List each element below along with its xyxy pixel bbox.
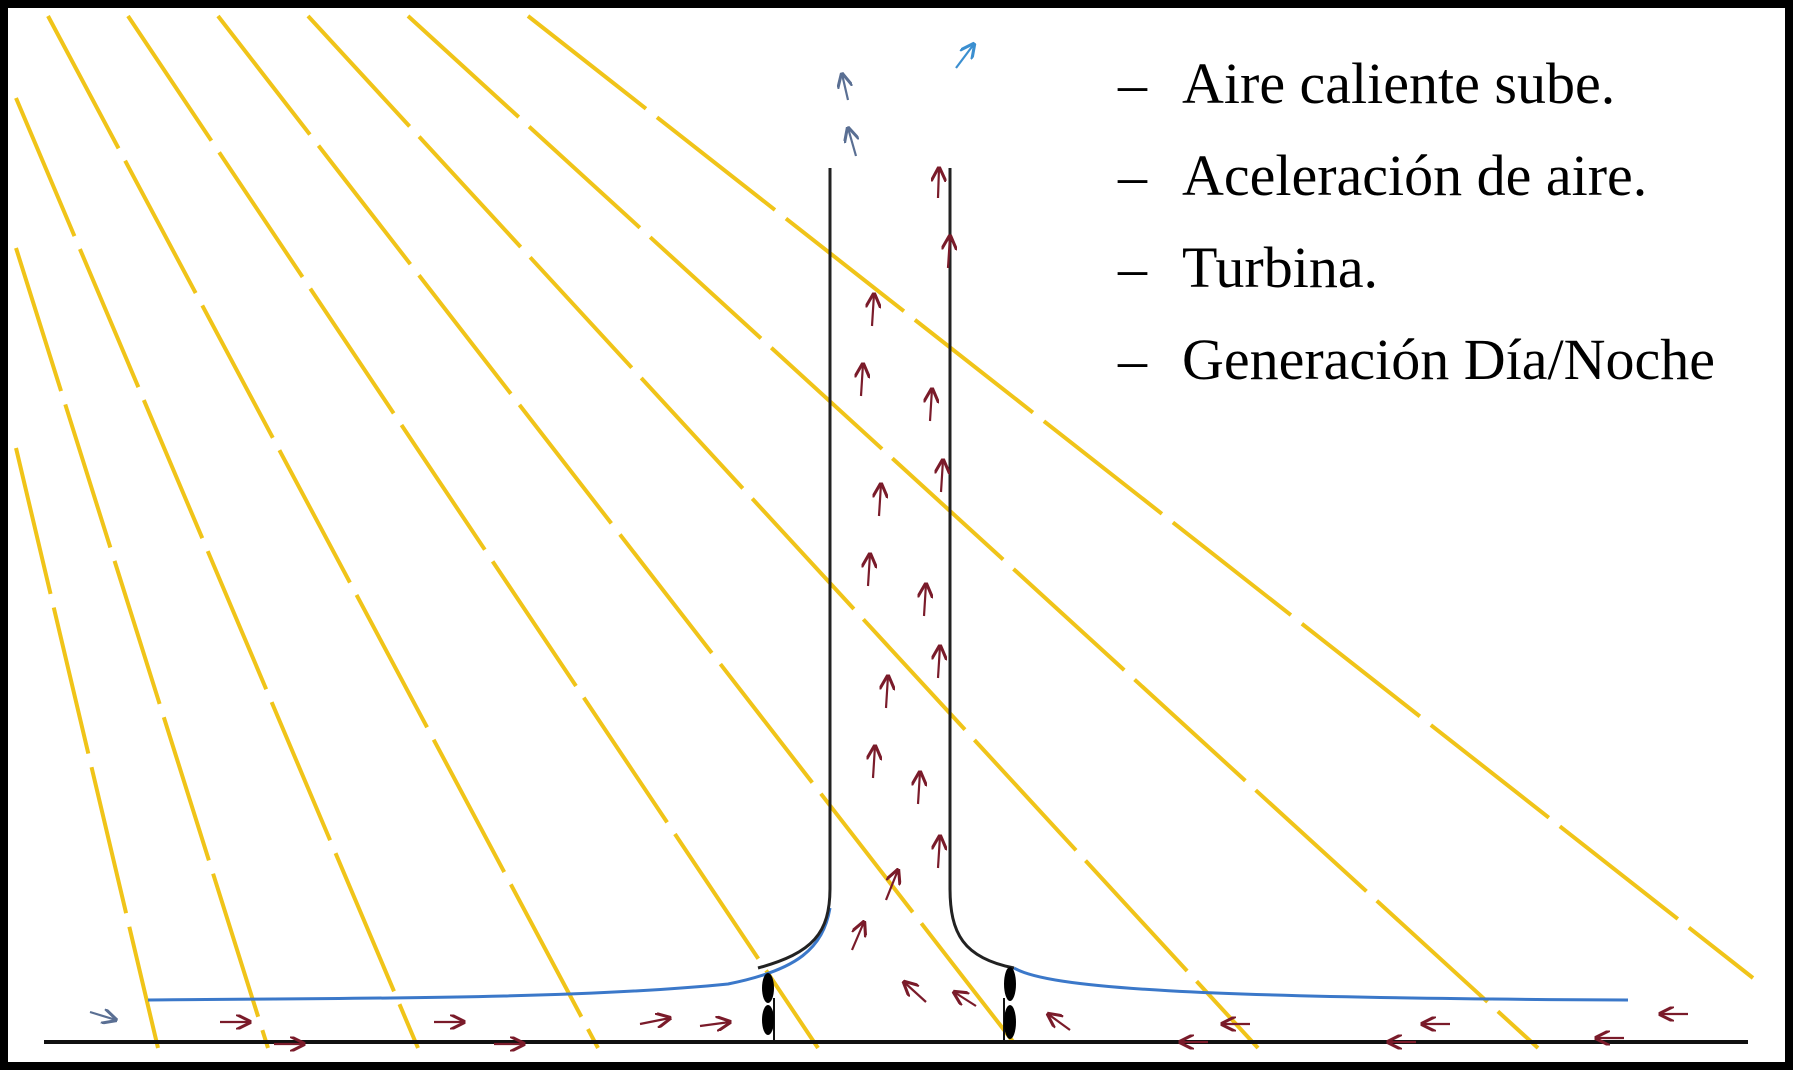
arrow-icon	[938, 836, 940, 869]
arrow-icon	[861, 364, 863, 397]
chimney-right-wall	[948, 168, 1015, 970]
sun-ray	[14, 247, 270, 1049]
legend-item-label: Turbina.	[1182, 235, 1379, 300]
sun-ray	[14, 97, 420, 1049]
sun-ray	[526, 14, 1755, 980]
arrow-icon	[850, 922, 864, 951]
legend-bullet: –	[1118, 235, 1147, 300]
arrow-icon	[948, 236, 950, 269]
legend-item-label: Aceleración de aire.	[1182, 143, 1648, 208]
arrow-icon	[904, 982, 927, 1003]
turbine-icon	[762, 973, 775, 1042]
air-flow-arrows	[89, 44, 1688, 1044]
legend-item: – Generación Día/Noche	[1118, 314, 1715, 406]
legend-item-label: Aire caliente sube.	[1182, 51, 1616, 116]
legend-bullet: –	[1118, 327, 1147, 392]
arrow-icon	[955, 44, 974, 69]
chimney-left-wall	[757, 168, 832, 970]
arrow-icon	[879, 484, 881, 517]
arrow-icon	[89, 1012, 116, 1020]
sun-ray	[406, 14, 1540, 1050]
turbine-icon	[1003, 967, 1016, 1042]
arrow-icon	[842, 74, 848, 101]
arrow-icon	[886, 676, 888, 709]
arrow-icon	[938, 646, 940, 679]
sun-ray	[46, 15, 600, 1049]
sun-ray	[126, 14, 820, 1050]
legend-item: – Aire caliente sube.	[1118, 38, 1715, 130]
legend-item: – Turbina.	[1118, 222, 1715, 314]
legend-list: – Aire caliente sube. – Aceleración de a…	[1118, 38, 1715, 406]
arrow-icon	[699, 1022, 730, 1026]
arrow-icon	[884, 870, 898, 901]
solar-updraft-tower-diagram	[14, 14, 1755, 1062]
collector-roof	[147, 907, 1629, 1002]
diagram-canvas: – Aire caliente sube. – Aceleración de a…	[8, 8, 1785, 1062]
arrow-icon	[1048, 1014, 1071, 1031]
legend-item-label: Generación Día/Noche	[1182, 327, 1716, 392]
arrow-icon	[873, 746, 875, 779]
sun-rays	[14, 14, 1755, 1050]
arrow-icon	[954, 992, 977, 1007]
legend-item: – Aceleración de aire.	[1118, 130, 1715, 222]
sun-ray	[306, 14, 1260, 1050]
arrow-icon	[941, 460, 943, 493]
arrow-icon	[918, 772, 920, 805]
arrow-icon	[872, 294, 874, 327]
arrow-icon	[848, 128, 856, 157]
arrow-icon	[639, 1018, 670, 1024]
sun-ray	[14, 447, 160, 1049]
legend-bullet: –	[1118, 51, 1147, 116]
arrow-icon	[868, 554, 870, 587]
arrow-icon	[938, 168, 939, 199]
sun-ray	[216, 14, 1020, 1050]
arrow-icon	[930, 389, 932, 422]
legend-bullet: –	[1118, 143, 1147, 208]
arrow-icon	[924, 584, 926, 617]
